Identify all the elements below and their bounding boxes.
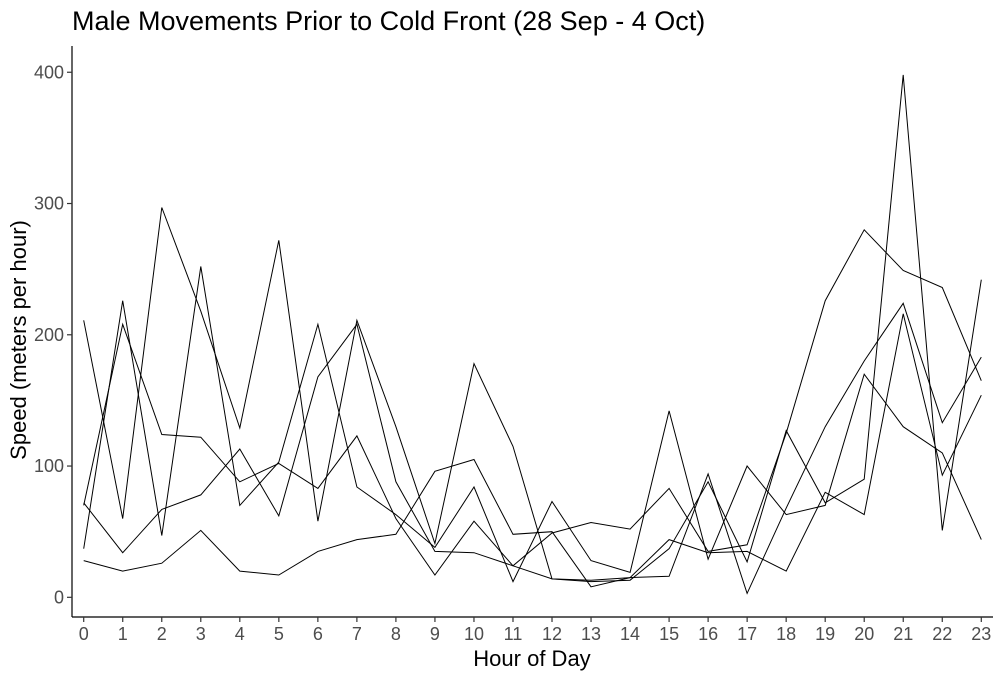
x-axis-title: Hour of Day [473,646,590,671]
y-axis-title: Speed (meters per hour) [6,220,31,460]
x-tick-label: 0 [79,624,89,644]
x-tick-label: 21 [893,624,913,644]
series-line-5 [83,313,982,581]
x-tick-label: 15 [659,624,679,644]
chart-title: Male Movements Prior to Cold Front (28 S… [72,6,705,36]
series-line-1 [83,74,982,583]
x-tick-label: 3 [196,624,206,644]
series-line-2 [83,266,982,583]
x-tick-label: 22 [932,624,952,644]
x-tick-label: 18 [776,624,796,644]
x-tick-label: 8 [391,624,401,644]
series-layer [83,74,982,595]
y-ticks: 0 100 200 300 400 [34,62,72,607]
y-tick-label: 100 [34,456,64,476]
y-tick-label: 300 [34,194,64,214]
x-ticks: 0 1 2 3 4 5 6 7 8 9 10 11 12 13 14 15 16 17 18 19 20 21 22 23 [79,617,991,644]
x-tick-label: 13 [581,624,601,644]
series-line-3 [83,228,982,576]
series-line-4 [83,302,982,595]
x-tick-label: 11 [504,624,523,644]
x-tick-label: 20 [854,624,874,644]
x-tick-label: 19 [815,624,835,644]
y-tick-label: 0 [54,587,64,607]
x-tick-label: 14 [620,624,640,644]
x-tick-label: 6 [313,624,323,644]
x-tick-label: 16 [698,624,718,644]
x-tick-label: 1 [118,624,128,644]
x-tick-label: 17 [737,624,757,644]
x-tick-label: 10 [464,624,484,644]
x-tick-label: 4 [235,624,245,644]
y-tick-label: 200 [34,325,64,345]
y-tick-label: 400 [34,62,64,82]
x-tick-label: 7 [352,624,362,644]
x-tick-label: 2 [157,624,167,644]
x-tick-label: 12 [542,624,562,644]
x-tick-label: 9 [430,624,440,644]
x-tick-label: 23 [971,624,991,644]
x-tick-label: 5 [274,624,284,644]
